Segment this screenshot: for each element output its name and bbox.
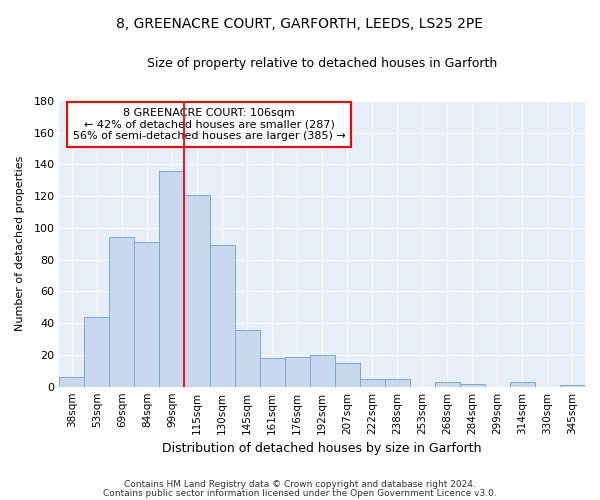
Bar <box>160 170 184 386</box>
Bar <box>59 377 85 386</box>
Bar <box>260 358 284 386</box>
Bar <box>310 355 335 386</box>
X-axis label: Distribution of detached houses by size in Garforth: Distribution of detached houses by size … <box>163 442 482 455</box>
Bar <box>360 378 385 386</box>
Bar <box>460 384 485 386</box>
Text: 8, GREENACRE COURT, GARFORTH, LEEDS, LS25 2PE: 8, GREENACRE COURT, GARFORTH, LEEDS, LS2… <box>116 18 484 32</box>
Bar <box>235 330 260 386</box>
Bar <box>335 363 360 386</box>
Bar <box>134 242 160 386</box>
Bar <box>560 385 585 386</box>
Bar <box>209 246 235 386</box>
Bar <box>385 378 410 386</box>
Bar <box>184 194 209 386</box>
Text: Contains public sector information licensed under the Open Government Licence v3: Contains public sector information licen… <box>103 488 497 498</box>
Text: 8 GREENACRE COURT: 106sqm
← 42% of detached houses are smaller (287)
56% of semi: 8 GREENACRE COURT: 106sqm ← 42% of detac… <box>73 108 346 141</box>
Y-axis label: Number of detached properties: Number of detached properties <box>15 156 25 332</box>
Text: Contains HM Land Registry data © Crown copyright and database right 2024.: Contains HM Land Registry data © Crown c… <box>124 480 476 489</box>
Bar <box>284 356 310 386</box>
Bar <box>109 238 134 386</box>
Bar <box>435 382 460 386</box>
Bar <box>85 317 109 386</box>
Bar <box>510 382 535 386</box>
Title: Size of property relative to detached houses in Garforth: Size of property relative to detached ho… <box>147 58 497 70</box>
